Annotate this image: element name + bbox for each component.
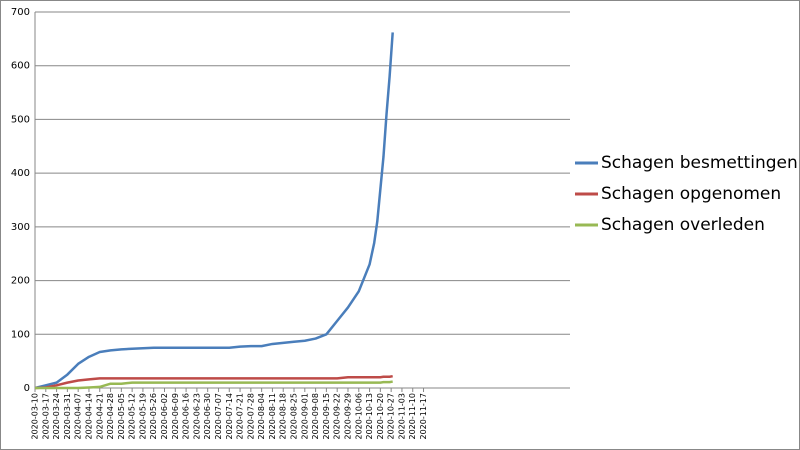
- y-tick-label: 600: [11, 61, 30, 72]
- x-tick-label: 2020-08-11: [268, 393, 277, 440]
- x-tick-label: 2020-10-20: [376, 393, 385, 440]
- x-tick-label: 2020-06-30: [203, 393, 212, 440]
- x-tick-label: 2020-03-24: [52, 393, 61, 440]
- x-tick-label: 2020-11-17: [419, 393, 428, 440]
- x-tick-label: 2020-06-09: [171, 393, 180, 440]
- x-tick-label: 2020-03-10: [31, 393, 40, 440]
- x-tick-label: 2020-06-23: [192, 393, 201, 440]
- x-tick-label: 2020-07-21: [236, 393, 245, 440]
- x-tick-label: 2020-07-07: [214, 393, 223, 440]
- y-tick-label: 300: [11, 222, 30, 233]
- x-tick-label: 2020-09-22: [333, 393, 342, 440]
- x-tick-label: 2020-08-04: [257, 393, 266, 440]
- x-tick-label: 2020-05-19: [138, 393, 147, 440]
- x-tick-label: 2020-04-28: [106, 393, 115, 440]
- x-tick-label: 2020-10-27: [387, 393, 396, 440]
- x-tick-label: 2020-06-02: [160, 393, 169, 440]
- x-tick-label: 2020-03-31: [63, 393, 72, 440]
- x-tick-label: 2020-04-21: [95, 393, 104, 440]
- series-line: [34, 32, 394, 390]
- x-tick-label: 2020-05-26: [149, 393, 158, 440]
- series-line: [34, 374, 393, 390]
- x-tick-label: 2020-05-12: [128, 393, 137, 440]
- x-tick-label: 2020-04-07: [74, 393, 83, 440]
- y-tick-label: 700: [11, 7, 30, 18]
- x-tick-label: 2020-05-05: [117, 393, 126, 440]
- x-tick-label: 2020-06-16: [182, 393, 191, 440]
- x-tick-label: 2020-11-10: [408, 393, 417, 440]
- x-tick-label: 2020-09-01: [300, 393, 309, 440]
- x-tick-label: 2020-09-08: [311, 393, 320, 440]
- legend-label: Schagen opgenomen: [601, 184, 781, 204]
- x-tick-label: 2020-10-06: [354, 393, 363, 440]
- x-tick-label: 2020-09-15: [322, 393, 331, 440]
- x-tick-label: 2020-08-18: [279, 393, 288, 440]
- legend-label: Schagen besmettingen: [601, 153, 798, 173]
- x-tick-label: 2020-09-29: [343, 393, 352, 440]
- y-tick-label: 0: [24, 383, 30, 394]
- x-tick-label: 2020-07-28: [246, 393, 255, 440]
- x-tick-label: 2020-03-17: [41, 393, 50, 440]
- legend-label: Schagen overleden: [601, 215, 765, 235]
- y-tick-label: 200: [11, 276, 30, 287]
- x-tick-label: 2020-07-14: [225, 393, 234, 440]
- series-line: [35, 380, 393, 390]
- y-tick-label: 100: [11, 329, 30, 340]
- y-tick-label: 500: [11, 114, 30, 125]
- x-tick-label: 2020-11-03: [397, 393, 406, 440]
- x-tick-label: 2020-04-14: [84, 393, 93, 440]
- x-tick-label: 2020-08-25: [290, 393, 299, 440]
- y-tick-label: 400: [11, 168, 30, 179]
- x-tick-label: 2020-10-13: [365, 393, 374, 440]
